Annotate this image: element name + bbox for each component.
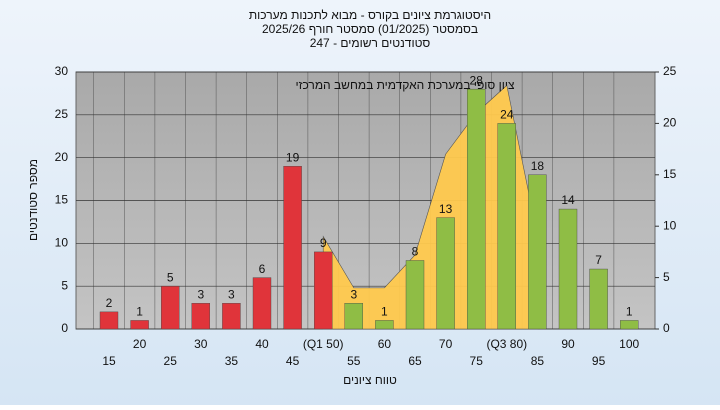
x-tick-label: 25 bbox=[164, 354, 178, 368]
x-tick-label: 15 bbox=[102, 354, 116, 368]
y2-tick-label: 15 bbox=[663, 167, 677, 181]
bar bbox=[252, 277, 272, 330]
data-label: 24 bbox=[500, 108, 514, 122]
y-tick-label: 10 bbox=[55, 236, 69, 250]
x-axis-label: טווח ציונים bbox=[343, 373, 397, 387]
data-label: 8 bbox=[412, 245, 419, 259]
bar bbox=[160, 285, 180, 330]
bar bbox=[620, 320, 639, 330]
data-label: 3 bbox=[350, 287, 357, 301]
bar bbox=[283, 166, 302, 330]
data-label: 7 bbox=[595, 253, 602, 267]
bar bbox=[314, 251, 333, 330]
y-axis-label: מספר סטודנטים bbox=[26, 159, 40, 241]
data-label: 2 bbox=[106, 296, 113, 310]
x-tick-label: 70 bbox=[439, 337, 453, 351]
y2-tick-label: 20 bbox=[663, 116, 677, 130]
data-label: 1 bbox=[381, 305, 388, 319]
chart-subtitle: בסמסטר (01/2025) סמסטר חורף 2025/26 bbox=[262, 22, 478, 36]
x-tick-label: 95 bbox=[592, 354, 606, 368]
x-tick-label: 90 bbox=[561, 337, 575, 351]
x-tick-label: 100 bbox=[619, 337, 639, 351]
y2-tick-label: 10 bbox=[663, 218, 677, 232]
data-label: 9 bbox=[320, 236, 327, 250]
x-tick-label: 75 bbox=[470, 354, 484, 368]
data-label: 14 bbox=[561, 193, 575, 207]
bar bbox=[467, 88, 486, 330]
data-label: 3 bbox=[197, 287, 204, 301]
data-label: 18 bbox=[531, 159, 545, 173]
bar bbox=[436, 217, 455, 330]
x-tick-label: 20 bbox=[133, 337, 147, 351]
bar bbox=[558, 208, 578, 330]
bar bbox=[405, 260, 425, 330]
chart-title: היסטוגרמת ציונים בקורס - מבוא לתכנות מער… bbox=[249, 8, 491, 22]
data-label: 6 bbox=[259, 262, 266, 276]
x-tick-label: (Q1 50) bbox=[303, 337, 344, 351]
x-tick-label: (Q3 80) bbox=[486, 337, 527, 351]
bar bbox=[344, 303, 363, 330]
bar bbox=[528, 174, 547, 330]
data-label: 3 bbox=[228, 287, 235, 301]
y-tick-label: 5 bbox=[61, 278, 68, 292]
x-tick-label: 85 bbox=[531, 354, 545, 368]
annotation: ציון סופי במערכת האקדמית במחשב המרכזי bbox=[295, 78, 515, 92]
bar bbox=[589, 268, 608, 330]
y-tick-label: 30 bbox=[55, 64, 69, 78]
x-tick-label: 30 bbox=[194, 337, 208, 351]
data-label: 1 bbox=[626, 305, 633, 319]
y-tick-label: 20 bbox=[55, 150, 69, 164]
bar bbox=[99, 311, 119, 330]
bar bbox=[497, 123, 516, 330]
data-label: 19 bbox=[286, 150, 300, 164]
x-tick-label: 60 bbox=[378, 337, 392, 351]
x-tick-label: 40 bbox=[255, 337, 269, 351]
bar bbox=[191, 303, 211, 330]
data-label: 13 bbox=[439, 202, 453, 216]
bar bbox=[375, 320, 394, 330]
x-tick-label: 35 bbox=[225, 354, 239, 368]
bar bbox=[130, 320, 149, 330]
y-tick-label: 15 bbox=[55, 193, 69, 207]
y2-tick-label: 0 bbox=[663, 321, 670, 335]
data-label: 28 bbox=[470, 73, 484, 87]
y-tick-label: 0 bbox=[61, 321, 68, 335]
x-tick-label: 55 bbox=[347, 354, 361, 368]
bar bbox=[222, 303, 241, 330]
y2-tick-label: 5 bbox=[663, 270, 670, 284]
x-tick-label: 65 bbox=[408, 354, 422, 368]
data-label: 1 bbox=[136, 305, 143, 319]
x-tick-label: 45 bbox=[286, 354, 300, 368]
y2-tick-label: 25 bbox=[663, 64, 677, 78]
data-label: 5 bbox=[167, 270, 174, 284]
y-tick-label: 25 bbox=[55, 107, 69, 121]
chart-subtitle: סטודנטים רשומים - 247 bbox=[310, 36, 431, 50]
